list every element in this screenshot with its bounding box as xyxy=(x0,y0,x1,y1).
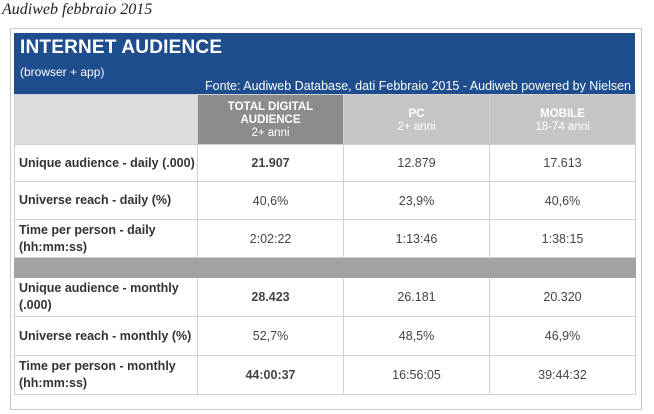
cell-pc: 26.181 xyxy=(343,277,490,317)
table-row: Time per person - monthly (hh:mm:ss) 44:… xyxy=(14,355,636,395)
table-row: Time per person - daily (hh:mm:ss) 2:02:… xyxy=(14,219,636,258)
column-header-line: PC xyxy=(408,107,425,120)
banner-title: INTERNET AUDIENCE xyxy=(20,37,223,58)
header-corner xyxy=(14,94,198,145)
table-row: Universe reach - monthly (%) 52,7% 48,5%… xyxy=(14,316,636,356)
section-divider xyxy=(14,257,636,278)
cell-mobile: 40,6% xyxy=(489,181,636,220)
cell-pc: 12.879 xyxy=(343,144,490,182)
cell-total-digital: 52,7% xyxy=(197,316,344,356)
page-caption: Audiweb febbraio 2015 xyxy=(2,1,153,18)
row-label: Universe reach - daily (%) xyxy=(14,181,198,220)
cell-total-digital: 28.423 xyxy=(197,277,344,317)
cell-pc: 48,5% xyxy=(343,316,490,356)
table-banner: INTERNET AUDIENCE (browser + app) Fonte:… xyxy=(14,33,635,94)
cell-mobile: 20.320 xyxy=(489,277,636,317)
cell-pc: 1:13:46 xyxy=(343,219,490,258)
cell-total-digital: 2:02:22 xyxy=(197,219,344,258)
column-header-age: 18-74 anni xyxy=(535,120,590,133)
banner-subtitle: (browser + app) xyxy=(20,65,105,79)
cell-mobile: 46,9% xyxy=(489,316,636,356)
header-row: TOTAL DIGITAL AUDIENCE 2+ anni PC 2+ ann… xyxy=(14,94,636,145)
column-header-pc: PC 2+ anni xyxy=(343,94,490,145)
cell-pc: 16:56:05 xyxy=(343,355,490,395)
cell-total-digital: 44:00:37 xyxy=(197,355,344,395)
cell-total-digital: 40,6% xyxy=(197,181,344,220)
table-row: Universe reach - daily (%) 40,6% 23,9% 4… xyxy=(14,181,636,220)
column-header-age: 2+ anni xyxy=(251,127,290,139)
cell-mobile: 39:44:32 xyxy=(489,355,636,395)
row-label: Time per person - daily (hh:mm:ss) xyxy=(14,219,198,258)
row-label: Universe reach - monthly (%) xyxy=(14,316,198,356)
cell-total-digital: 21.907 xyxy=(197,144,344,182)
column-header-age: 2+ anni xyxy=(397,120,436,133)
banner-source: Fonte: Audiweb Database, dati Febbraio 2… xyxy=(205,79,631,93)
table-row: Unique audience - monthly (.000) 28.423 … xyxy=(14,277,636,317)
column-header-line: AUDIENCE xyxy=(240,114,301,126)
column-header-total-digital: TOTAL DIGITAL AUDIENCE 2+ anni xyxy=(197,94,344,145)
row-label: Time per person - monthly (hh:mm:ss) xyxy=(14,355,198,395)
cell-pc: 23,9% xyxy=(343,181,490,220)
row-label: Unique audience - monthly (.000) xyxy=(14,277,198,317)
section-divider-bar xyxy=(14,257,636,278)
row-label: Unique audience - daily (.000) xyxy=(14,144,198,182)
audience-table: TOTAL DIGITAL AUDIENCE 2+ anni PC 2+ ann… xyxy=(14,94,636,395)
cell-mobile: 1:38:15 xyxy=(489,219,636,258)
cell-mobile: 17.613 xyxy=(489,144,636,182)
column-header-line: MOBILE xyxy=(540,107,585,120)
table-row: Unique audience - daily (.000) 21.907 12… xyxy=(14,144,636,182)
column-header-mobile: MOBILE 18-74 anni xyxy=(489,94,636,145)
column-header-line: TOTAL DIGITAL xyxy=(227,101,314,113)
